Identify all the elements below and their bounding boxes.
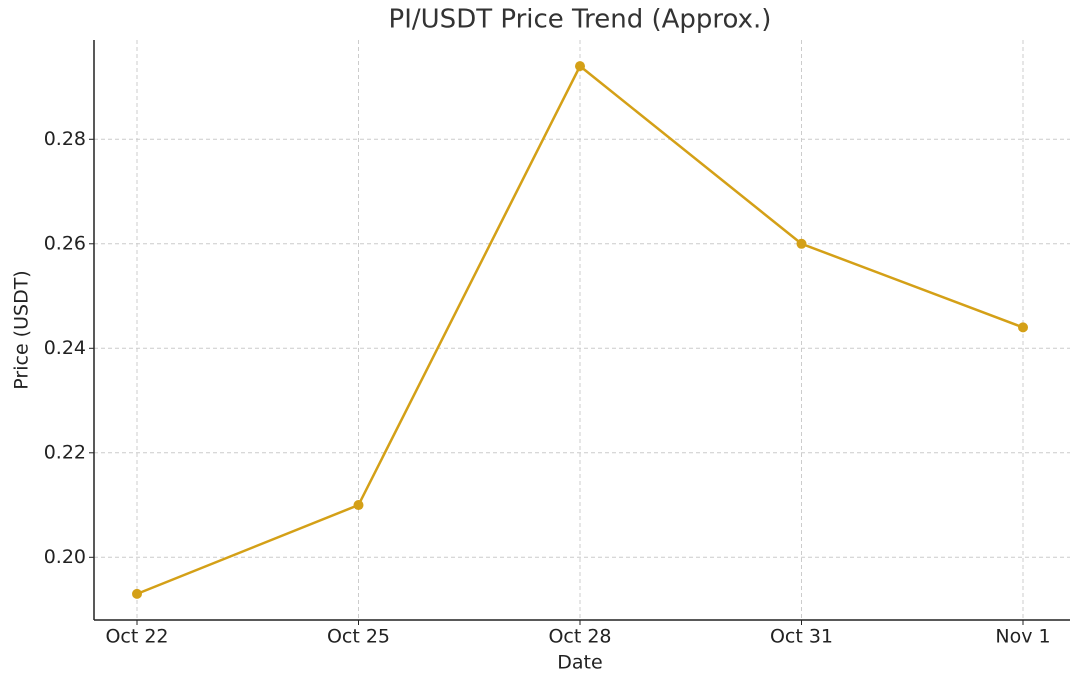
point [132, 588, 142, 599]
x-tick-label: Oct 31 [770, 626, 833, 648]
x-tick-label: Oct 22 [105, 626, 168, 648]
x-tick-label: Nov 1 [995, 626, 1050, 648]
y-tick-label: 0.28 [44, 128, 86, 150]
y-tick-label: 0.22 [44, 441, 86, 463]
x-tick-label: Oct 25 [327, 626, 390, 648]
chart-title: PI/USDT Price Trend (Approx.) [389, 5, 772, 35]
y-tick-label: 0.26 [44, 232, 86, 254]
y-tick-label: 0.20 [44, 546, 86, 568]
grid [94, 40, 1070, 620]
y-tick-label: 0.24 [44, 337, 86, 359]
point [796, 238, 807, 249]
point [353, 500, 364, 511]
point [1018, 322, 1028, 333]
x-axis-label: Date [557, 652, 602, 674]
point [575, 61, 585, 72]
y-axis-label: Price (USDT) [11, 270, 33, 389]
x-tick-label: Oct 28 [548, 626, 611, 648]
